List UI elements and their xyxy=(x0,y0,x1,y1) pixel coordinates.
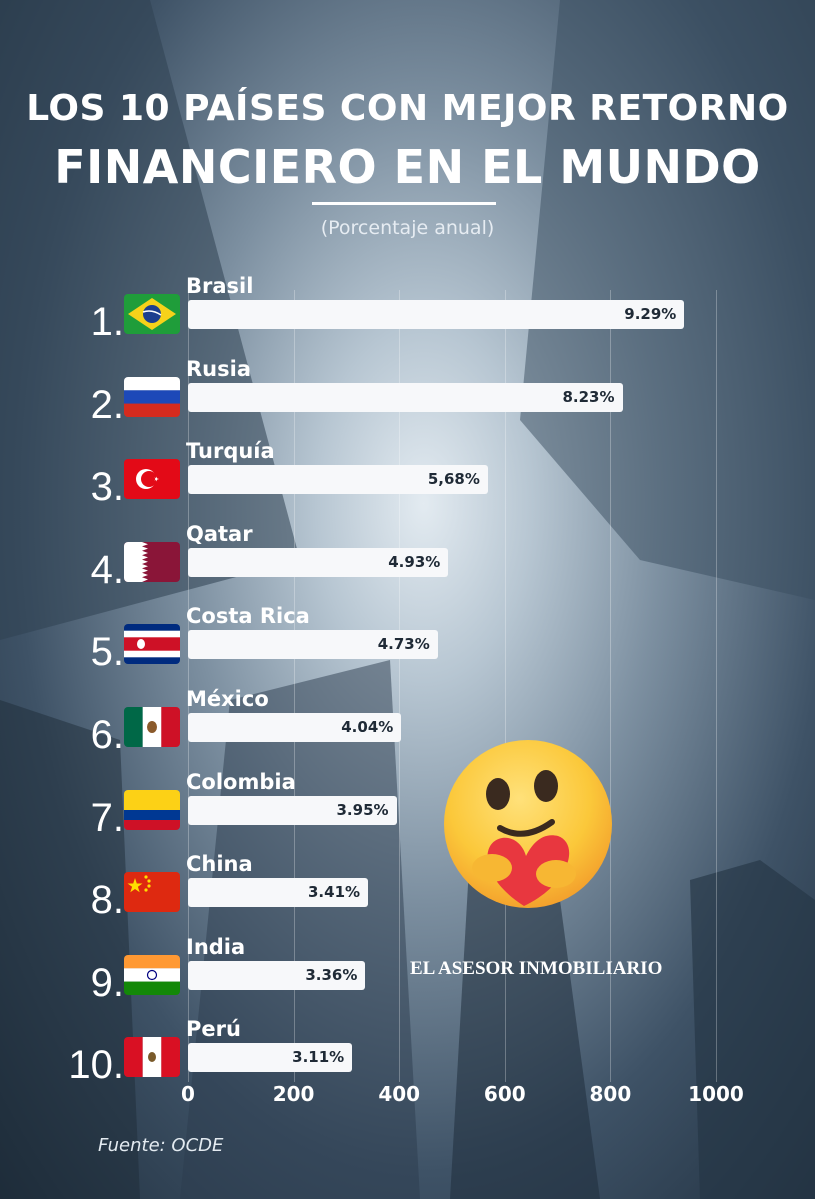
turkey-flag-icon xyxy=(124,459,180,500)
bar: 4.73% xyxy=(188,630,438,660)
bar: 5,68% xyxy=(188,465,488,495)
title-line-1: LOS 10 PAÍSES CON MEJOR RETORNO xyxy=(26,88,789,129)
country-label: China xyxy=(186,852,253,877)
chart-subtitle: (Porcentaje anual) xyxy=(320,217,495,239)
country-label: Turquía xyxy=(186,439,275,464)
title-underline xyxy=(312,202,496,205)
x-tick-label: 600 xyxy=(483,1082,526,1106)
country-label: Rusia xyxy=(186,356,251,381)
source-note: Fuente: OCDE xyxy=(98,1135,224,1156)
bar-value-label: 3.36% xyxy=(305,965,358,984)
mexico-flag-icon xyxy=(124,707,180,747)
bar: 4.04% xyxy=(188,713,402,742)
x-tick-label: 800 xyxy=(589,1082,632,1106)
bar-value-label: 4.73% xyxy=(377,635,430,654)
rank-label: 3. xyxy=(90,465,124,510)
care-emoji-icon xyxy=(444,740,612,908)
country-label: México xyxy=(186,687,269,711)
country-label: Costa Rica xyxy=(186,604,310,629)
bar-value-label: 4.93% xyxy=(388,552,441,571)
country-label: Perú xyxy=(186,1017,241,1042)
gridline xyxy=(399,290,401,1082)
china-flag-icon xyxy=(124,872,180,913)
country-label: India xyxy=(186,934,246,959)
bar-value-label: 5,68% xyxy=(427,470,480,489)
rank-label: 9. xyxy=(90,960,124,1005)
bar-value-label: 3.11% xyxy=(292,1048,345,1067)
x-tick-label: 1000 xyxy=(688,1082,744,1106)
bar-value-label: 9.29% xyxy=(624,305,677,323)
title-line-2: FINANCIERO EN EL MUNDO xyxy=(54,140,761,194)
bar-value-label: 3.95% xyxy=(336,800,389,819)
rank-label: 5. xyxy=(90,630,124,675)
bar: 3.11% xyxy=(188,1043,353,1073)
qatar-flag-icon xyxy=(124,541,180,582)
bar-value-label: 8.23% xyxy=(562,387,615,406)
bar: 8.23% xyxy=(188,382,623,412)
india-flag-icon xyxy=(124,954,180,995)
x-tick-label: 400 xyxy=(378,1082,421,1106)
colombia-flag-icon xyxy=(124,789,180,830)
rank-label: 1. xyxy=(90,300,124,344)
rank-label: 2. xyxy=(90,382,124,427)
bar-value-label: 4.04% xyxy=(341,718,394,736)
costa-rica-flag-icon xyxy=(124,624,180,665)
gridline xyxy=(504,290,506,1082)
rank-label: 10. xyxy=(68,1043,124,1088)
gridline xyxy=(188,290,189,1082)
bar: 4.93% xyxy=(188,547,449,577)
bar: 3.36% xyxy=(188,960,366,990)
rank-label: 6. xyxy=(90,713,124,757)
rank-label: 7. xyxy=(90,795,124,840)
peru-flag-icon xyxy=(124,1037,180,1078)
bar: 9.29% xyxy=(188,300,685,329)
country-label: Brasil xyxy=(186,274,254,298)
russia-flag-icon xyxy=(124,376,180,417)
gridline xyxy=(293,290,295,1082)
rank-label: 8. xyxy=(90,878,124,923)
bar: 3.95% xyxy=(188,795,397,825)
x-tick-label: 0 xyxy=(181,1082,195,1106)
gridline xyxy=(610,290,612,1082)
x-tick-label: 200 xyxy=(272,1082,315,1106)
watermark-text: EL ASESOR INMOBILIARIO xyxy=(410,958,663,979)
bar-value-label: 3.41% xyxy=(308,883,361,902)
bar: 3.41% xyxy=(188,878,369,908)
country-label: Colombia xyxy=(186,769,296,794)
brazil-flag-icon xyxy=(124,294,180,334)
country-label: Qatar xyxy=(186,521,253,546)
gridline xyxy=(716,290,717,1082)
rank-label: 4. xyxy=(90,547,124,592)
